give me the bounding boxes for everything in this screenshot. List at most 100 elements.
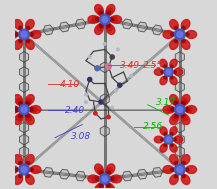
Ellipse shape xyxy=(170,155,178,164)
Ellipse shape xyxy=(186,106,197,113)
Ellipse shape xyxy=(106,23,109,26)
Ellipse shape xyxy=(108,178,112,180)
Ellipse shape xyxy=(182,161,185,165)
Polygon shape xyxy=(100,62,109,73)
Ellipse shape xyxy=(106,25,115,34)
Polygon shape xyxy=(175,122,184,133)
Ellipse shape xyxy=(111,15,122,23)
Ellipse shape xyxy=(95,18,100,21)
Circle shape xyxy=(178,107,182,112)
Ellipse shape xyxy=(161,70,164,73)
Circle shape xyxy=(118,83,122,87)
Ellipse shape xyxy=(7,106,18,113)
Ellipse shape xyxy=(20,113,23,116)
Ellipse shape xyxy=(106,23,112,31)
Polygon shape xyxy=(20,134,29,145)
Ellipse shape xyxy=(97,23,104,31)
Ellipse shape xyxy=(173,138,176,141)
Ellipse shape xyxy=(26,101,30,105)
Ellipse shape xyxy=(160,144,167,152)
Circle shape xyxy=(176,106,184,113)
Ellipse shape xyxy=(95,5,103,14)
Ellipse shape xyxy=(26,40,34,49)
Ellipse shape xyxy=(181,103,184,106)
Ellipse shape xyxy=(98,178,101,180)
Ellipse shape xyxy=(174,136,183,143)
Polygon shape xyxy=(20,67,29,77)
Ellipse shape xyxy=(19,174,22,178)
Polygon shape xyxy=(152,25,163,35)
Ellipse shape xyxy=(101,182,104,185)
Polygon shape xyxy=(175,52,184,62)
Ellipse shape xyxy=(26,175,34,184)
Ellipse shape xyxy=(19,161,22,165)
Ellipse shape xyxy=(31,31,41,38)
Circle shape xyxy=(88,56,91,58)
Ellipse shape xyxy=(25,113,28,116)
Circle shape xyxy=(20,106,28,113)
Ellipse shape xyxy=(185,33,189,36)
Ellipse shape xyxy=(181,175,190,184)
Ellipse shape xyxy=(25,103,28,106)
Ellipse shape xyxy=(19,26,22,30)
Polygon shape xyxy=(122,171,132,181)
Ellipse shape xyxy=(171,108,175,111)
Ellipse shape xyxy=(16,98,23,106)
Ellipse shape xyxy=(172,113,179,121)
Circle shape xyxy=(104,43,106,45)
Ellipse shape xyxy=(167,107,175,112)
Polygon shape xyxy=(137,22,147,32)
Ellipse shape xyxy=(108,18,112,21)
Ellipse shape xyxy=(107,11,110,15)
Ellipse shape xyxy=(29,33,33,36)
Ellipse shape xyxy=(26,115,34,125)
Ellipse shape xyxy=(110,18,114,21)
Ellipse shape xyxy=(182,174,185,178)
Text: 2.56: 2.56 xyxy=(143,122,163,131)
Ellipse shape xyxy=(95,184,103,189)
Ellipse shape xyxy=(182,114,185,118)
Ellipse shape xyxy=(99,24,103,28)
Ellipse shape xyxy=(95,25,103,34)
Polygon shape xyxy=(137,169,148,179)
Ellipse shape xyxy=(106,5,115,14)
Ellipse shape xyxy=(161,138,164,141)
Circle shape xyxy=(177,31,183,37)
Circle shape xyxy=(174,29,185,40)
Ellipse shape xyxy=(106,168,112,175)
Ellipse shape xyxy=(16,113,23,121)
Ellipse shape xyxy=(14,115,23,125)
Ellipse shape xyxy=(26,161,30,165)
Ellipse shape xyxy=(174,39,178,43)
Polygon shape xyxy=(122,19,132,29)
Ellipse shape xyxy=(19,39,22,43)
Ellipse shape xyxy=(26,94,34,104)
Ellipse shape xyxy=(106,8,112,15)
Circle shape xyxy=(94,112,97,115)
Ellipse shape xyxy=(7,166,18,174)
Ellipse shape xyxy=(26,39,30,43)
Circle shape xyxy=(100,174,110,184)
Ellipse shape xyxy=(26,19,34,29)
Ellipse shape xyxy=(171,168,175,171)
Circle shape xyxy=(21,167,27,173)
Ellipse shape xyxy=(182,26,185,30)
Circle shape xyxy=(102,16,108,22)
Ellipse shape xyxy=(160,76,167,85)
Ellipse shape xyxy=(31,166,41,174)
Ellipse shape xyxy=(110,16,117,22)
Ellipse shape xyxy=(88,175,98,183)
Ellipse shape xyxy=(170,76,177,85)
Ellipse shape xyxy=(26,155,34,164)
Circle shape xyxy=(177,167,183,173)
Ellipse shape xyxy=(14,175,23,184)
Polygon shape xyxy=(20,82,29,92)
Ellipse shape xyxy=(182,39,185,43)
Text: 3.08: 3.08 xyxy=(71,132,91,141)
Polygon shape xyxy=(100,126,109,136)
Ellipse shape xyxy=(99,11,103,15)
Ellipse shape xyxy=(174,161,178,165)
Ellipse shape xyxy=(110,177,114,181)
Ellipse shape xyxy=(184,108,187,111)
Circle shape xyxy=(19,29,29,40)
